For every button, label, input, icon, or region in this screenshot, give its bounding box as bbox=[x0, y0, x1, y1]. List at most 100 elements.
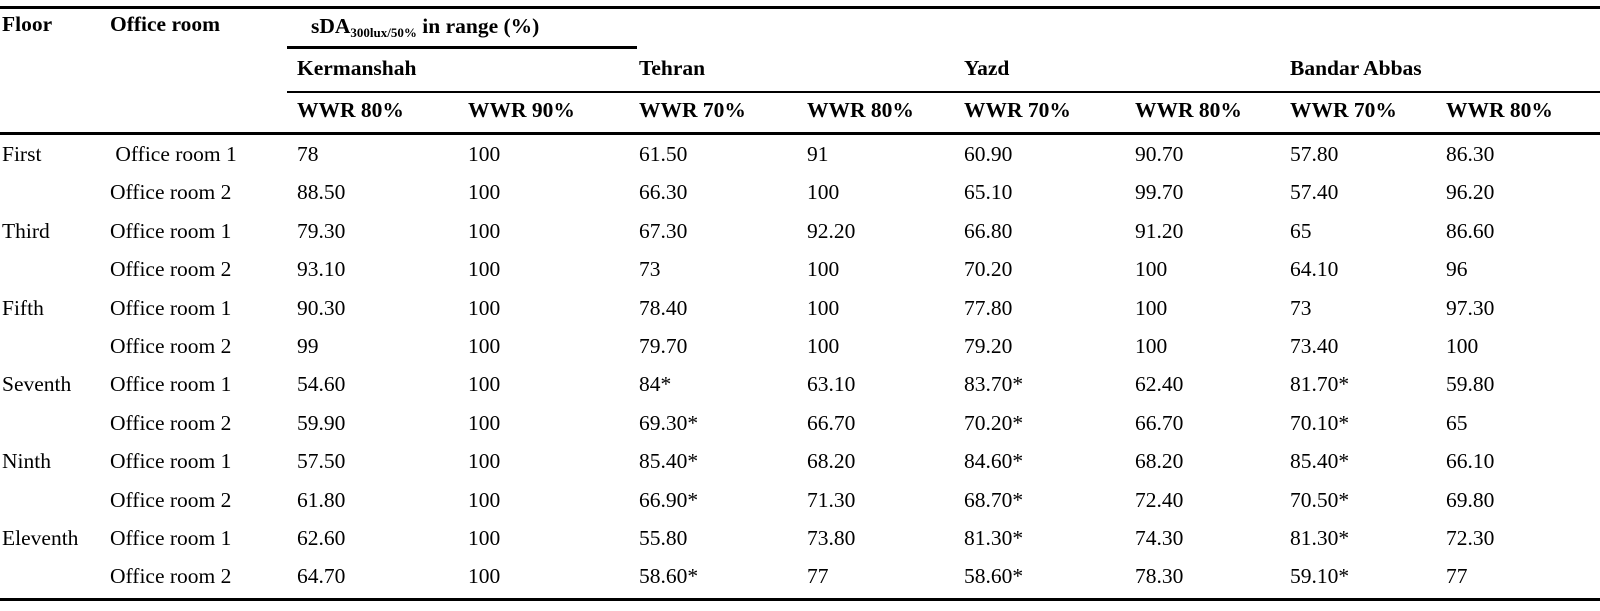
value-cell: 100 bbox=[807, 180, 840, 204]
city-header: Yazd bbox=[964, 56, 1010, 80]
room-cell: Office room 2 bbox=[110, 180, 232, 204]
value-cell: 93.10 bbox=[297, 257, 346, 281]
value-cell: 73 bbox=[639, 257, 661, 281]
value-cell: 100 bbox=[1446, 334, 1479, 358]
value-cell: 63.10 bbox=[807, 372, 856, 396]
floor-cell: Third bbox=[2, 219, 50, 243]
value-cell: 79.20 bbox=[964, 334, 1013, 358]
value-cell: 66.30 bbox=[639, 180, 688, 204]
value-cell: 68.20 bbox=[1135, 449, 1184, 473]
bottom-rule bbox=[0, 598, 1600, 601]
value-cell: 57.40 bbox=[1290, 180, 1339, 204]
value-cell: 96.20 bbox=[1446, 180, 1495, 204]
value-cell: 81.70* bbox=[1290, 372, 1350, 396]
value-cell: 74.30 bbox=[1135, 526, 1184, 550]
value-cell: 70.20 bbox=[964, 257, 1013, 281]
value-cell: 100 bbox=[807, 334, 840, 358]
value-cell: 100 bbox=[468, 142, 501, 166]
value-cell: 86.60 bbox=[1446, 219, 1495, 243]
value-cell: 92.20 bbox=[807, 219, 856, 243]
value-cell: 100 bbox=[468, 219, 501, 243]
value-cell: 65.10 bbox=[964, 180, 1013, 204]
value-cell: 100 bbox=[468, 564, 501, 588]
value-cell: 62.40 bbox=[1135, 372, 1184, 396]
value-cell: 83.70* bbox=[964, 372, 1024, 396]
value-cell: 77.80 bbox=[964, 296, 1013, 320]
wwr-header: WWR 80% bbox=[1135, 98, 1242, 122]
value-cell: 78 bbox=[297, 142, 319, 166]
city-underline bbox=[287, 91, 1600, 93]
value-cell: 67.30 bbox=[639, 219, 688, 243]
room-cell: Office room 2 bbox=[110, 564, 232, 588]
value-cell: 100 bbox=[468, 411, 501, 435]
value-cell: 100 bbox=[1135, 334, 1168, 358]
value-cell: 57.80 bbox=[1290, 142, 1339, 166]
top-rule bbox=[0, 6, 1600, 9]
header-office-room: Office room bbox=[110, 12, 221, 36]
value-cell: 79.70 bbox=[639, 334, 688, 358]
value-cell: 100 bbox=[468, 257, 501, 281]
value-cell: 58.60* bbox=[639, 564, 699, 588]
city-header: Bandar Abbas bbox=[1290, 56, 1422, 80]
value-cell: 90.70 bbox=[1135, 142, 1184, 166]
value-cell: 72.30 bbox=[1446, 526, 1495, 550]
value-cell: 66.90* bbox=[639, 488, 699, 512]
city-header: Tehran bbox=[639, 56, 706, 80]
room-cell: Office room 1 bbox=[110, 142, 237, 166]
value-cell: 100 bbox=[468, 488, 501, 512]
value-cell: 100 bbox=[468, 526, 501, 550]
value-cell: 100 bbox=[1135, 296, 1168, 320]
value-cell: 91 bbox=[807, 142, 829, 166]
value-cell: 57.50 bbox=[297, 449, 346, 473]
value-cell: 100 bbox=[807, 257, 840, 281]
wwr-header: WWR 80% bbox=[807, 98, 914, 122]
metric-underline bbox=[287, 46, 637, 49]
value-cell: 97.30 bbox=[1446, 296, 1495, 320]
value-cell: 71.30 bbox=[807, 488, 856, 512]
value-cell: 73.80 bbox=[807, 526, 856, 550]
room-cell: Office room 1 bbox=[110, 219, 232, 243]
value-cell: 66.70 bbox=[807, 411, 856, 435]
room-cell: Office room 2 bbox=[110, 411, 232, 435]
value-cell: 59.10* bbox=[1290, 564, 1350, 588]
value-cell: 77 bbox=[1446, 564, 1468, 588]
value-cell: 59.80 bbox=[1446, 372, 1495, 396]
value-cell: 100 bbox=[807, 296, 840, 320]
value-cell: 81.30* bbox=[964, 526, 1024, 550]
header-bottom-rule bbox=[0, 132, 1600, 135]
header-floor: Floor bbox=[2, 12, 53, 36]
value-cell: 100 bbox=[468, 334, 501, 358]
value-cell: 85.40* bbox=[639, 449, 699, 473]
value-cell: 61.50 bbox=[639, 142, 688, 166]
header-metric: sDA300lux/50% in range (%) bbox=[311, 14, 539, 45]
value-cell: 78.40 bbox=[639, 296, 688, 320]
room-cell: Office room 1 bbox=[110, 372, 232, 396]
value-cell: 72.40 bbox=[1135, 488, 1184, 512]
value-cell: 100 bbox=[468, 449, 501, 473]
value-cell: 66.10 bbox=[1446, 449, 1495, 473]
value-cell: 61.80 bbox=[297, 488, 346, 512]
value-cell: 90.30 bbox=[297, 296, 346, 320]
value-cell: 100 bbox=[468, 180, 501, 204]
value-cell: 91.20 bbox=[1135, 219, 1184, 243]
wwr-header: WWR 80% bbox=[297, 98, 404, 122]
room-cell: Office room 1 bbox=[110, 296, 232, 320]
value-cell: 68.20 bbox=[807, 449, 856, 473]
value-cell: 64.10 bbox=[1290, 257, 1339, 281]
room-cell: Office room 2 bbox=[110, 257, 232, 281]
value-cell: 65 bbox=[1290, 219, 1312, 243]
wwr-header: WWR 80% bbox=[1446, 98, 1553, 122]
value-cell: 73.40 bbox=[1290, 334, 1339, 358]
value-cell: 84* bbox=[639, 372, 672, 396]
metric-suffix: in range (%) bbox=[416, 14, 540, 38]
floor-cell: Eleventh bbox=[2, 526, 79, 550]
value-cell: 100 bbox=[468, 372, 501, 396]
value-cell: 96 bbox=[1446, 257, 1468, 281]
value-cell: 88.50 bbox=[297, 180, 346, 204]
wwr-header: WWR 70% bbox=[964, 98, 1071, 122]
wwr-header: WWR 70% bbox=[1290, 98, 1397, 122]
room-cell: Office room 1 bbox=[110, 526, 232, 550]
wwr-header: WWR 70% bbox=[639, 98, 746, 122]
value-cell: 69.30* bbox=[639, 411, 699, 435]
value-cell: 60.90 bbox=[964, 142, 1013, 166]
